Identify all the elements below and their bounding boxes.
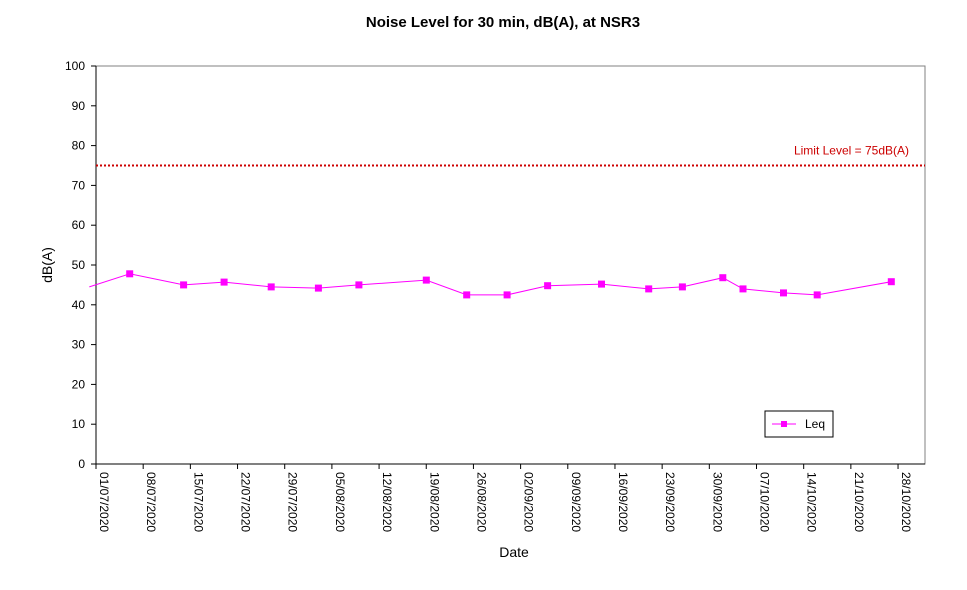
- data-point-marker: [220, 278, 228, 286]
- x-tick-label: 19/08/2020: [427, 472, 441, 532]
- y-tick-label: 90: [72, 99, 86, 113]
- data-point-marker: [678, 283, 686, 291]
- series-layer: [89, 270, 895, 299]
- y-axis-title: dB(A): [39, 247, 55, 283]
- y-tick-label: 60: [72, 218, 86, 232]
- y-axis: 0 10 20 30 40 50 60 70 80 90 100: [65, 59, 97, 471]
- x-tick-label: 07/10/2020: [758, 472, 772, 532]
- data-point-marker: [887, 278, 895, 286]
- y-tick-label: 0: [78, 457, 85, 471]
- data-point-marker: [503, 291, 511, 299]
- data-point-marker: [813, 291, 821, 299]
- y-tick-label: 30: [72, 338, 86, 352]
- data-point-marker: [544, 282, 552, 290]
- y-tick-label: 50: [72, 258, 86, 272]
- data-point-marker: [598, 280, 605, 288]
- data-point-marker: [314, 284, 322, 292]
- data-point-marker: [355, 281, 363, 289]
- data-point-marker: [739, 285, 747, 293]
- x-tick-label: 05/08/2020: [333, 472, 347, 532]
- y-tick-label: 70: [72, 178, 86, 192]
- y-tick-label: 100: [65, 59, 85, 73]
- data-point-marker: [267, 283, 275, 291]
- x-tick-label: 08/07/2020: [144, 472, 158, 532]
- reference-lines: Limit Level = 75dB(A): [96, 144, 925, 167]
- data-point-marker: [422, 276, 430, 284]
- y-tick-label: 40: [72, 298, 86, 312]
- y-tick-label: 80: [72, 139, 86, 153]
- x-tick-label: 14/10/2020: [805, 472, 819, 532]
- x-tick-label: 22/07/2020: [239, 472, 253, 532]
- data-point-marker: [126, 270, 134, 278]
- x-tick-label: 15/07/2020: [191, 472, 205, 532]
- y-tick-label: 10: [72, 417, 86, 431]
- limit-level-label: Limit Level = 75dB(A): [794, 144, 909, 158]
- data-point-marker: [180, 281, 188, 289]
- data-point-marker: [719, 274, 727, 282]
- data-point-marker: [780, 289, 787, 297]
- x-tick-label: 23/09/2020: [663, 472, 677, 532]
- y-tick-label: 20: [72, 377, 86, 391]
- x-axis: 01/07/2020 08/07/2020 15/07/2020 22/07/2020…: [95, 463, 925, 532]
- x-tick-label: 30/09/2020: [710, 472, 724, 532]
- x-tick-label: 01/07/2020: [97, 472, 111, 532]
- legend-label-leq: Leq: [805, 417, 825, 431]
- data-point-marker: [463, 291, 471, 299]
- x-tick-label: 21/10/2020: [852, 472, 866, 532]
- plot-area: [95, 65, 926, 465]
- x-tick-label: 29/07/2020: [286, 472, 300, 532]
- x-tick-label: 12/08/2020: [380, 472, 394, 532]
- x-tick-label: 02/09/2020: [522, 472, 536, 532]
- x-tick-label: 16/09/2020: [616, 472, 630, 532]
- data-point-marker: [645, 285, 653, 293]
- chart-title: Noise Level for 30 min, dB(A), at NSR3: [366, 14, 640, 31]
- legend-marker-leq: [781, 421, 787, 427]
- x-tick-label: 28/10/2020: [899, 472, 913, 532]
- x-axis-title: Date: [499, 544, 529, 560]
- legend: Leq: [764, 410, 834, 438]
- x-tick-label: 09/09/2020: [569, 472, 583, 532]
- x-tick-label: 26/08/2020: [474, 472, 488, 532]
